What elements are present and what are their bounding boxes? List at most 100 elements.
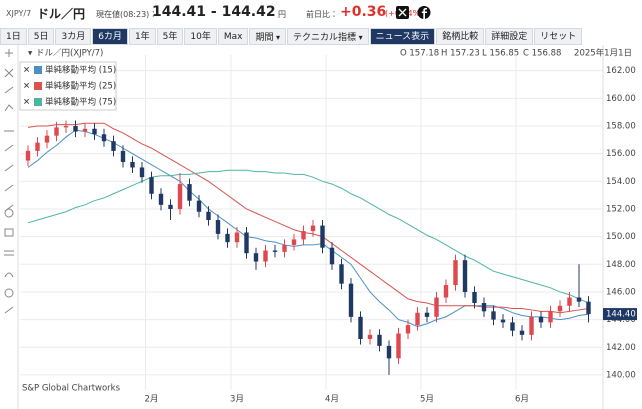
legend-label: 単純移動平均 (75) bbox=[45, 97, 116, 108]
candle-body bbox=[481, 303, 487, 312]
candle-body bbox=[519, 330, 525, 335]
y-tick-label: 152.00 bbox=[606, 204, 636, 214]
candle-body bbox=[491, 311, 496, 320]
y-tick-label: 144.00 bbox=[606, 315, 636, 325]
ohlc-value: L 156.85 bbox=[482, 49, 519, 59]
legend-remove: ✕ bbox=[23, 66, 30, 76]
price: 144.41 - 144.42 bbox=[152, 4, 276, 20]
candle-body bbox=[405, 325, 411, 334]
code: XJPY/7 bbox=[6, 9, 32, 18]
candle-body bbox=[215, 220, 221, 234]
ohlc-value: C 156.88 bbox=[523, 49, 561, 59]
y-tick-label: 146.00 bbox=[606, 287, 636, 297]
ohlc-value: O 157.18 bbox=[400, 49, 439, 59]
legend-swatch bbox=[34, 98, 42, 106]
toolbar-button[interactable]: 詳細設定 bbox=[485, 28, 534, 45]
toolbar-button[interactable]: ニュース表示 bbox=[369, 28, 436, 45]
candle-body bbox=[168, 204, 173, 209]
moving-average bbox=[27, 122, 589, 314]
legend-label: 単純移動平均 (15) bbox=[45, 65, 116, 76]
candle-body bbox=[187, 184, 192, 201]
unit: 円 bbox=[278, 10, 286, 19]
y-tick-label: 148.00 bbox=[606, 260, 636, 270]
credit: S&P Global Chartworks bbox=[22, 384, 121, 394]
candle-body bbox=[310, 225, 316, 232]
candle-body bbox=[282, 244, 287, 252]
candle-body bbox=[500, 319, 506, 323]
y-tick-label: 160.00 bbox=[606, 94, 636, 104]
y-tick-label: 156.00 bbox=[606, 149, 636, 159]
candle-body bbox=[424, 312, 430, 317]
legend-swatch bbox=[34, 66, 42, 74]
toolbar-button[interactable]: リセット bbox=[534, 28, 583, 45]
change: +0.36 bbox=[340, 4, 387, 20]
candle-body bbox=[196, 200, 202, 212]
toolbar-button[interactable]: 5年 bbox=[156, 28, 184, 45]
candle-body bbox=[320, 225, 325, 248]
x-tick-label: 4月 bbox=[325, 395, 339, 405]
toolbar-button[interactable]: 銘柄比較 bbox=[436, 28, 485, 45]
name: ドル／円 bbox=[37, 7, 86, 21]
moving-average bbox=[27, 169, 589, 304]
toolbar-button[interactable]: 3カ月 bbox=[55, 28, 92, 45]
candle-body bbox=[510, 322, 515, 331]
candle-body bbox=[253, 253, 259, 262]
candle-body bbox=[576, 297, 582, 302]
share-icons[interactable] bbox=[396, 6, 432, 20]
candle-body bbox=[263, 250, 268, 262]
candle-body bbox=[35, 142, 40, 151]
candle-body bbox=[101, 134, 107, 142]
candle-body bbox=[434, 297, 439, 317]
drawing-tools[interactable] bbox=[4, 49, 14, 314]
candle-body bbox=[225, 233, 230, 243]
candle-body bbox=[367, 334, 373, 339]
candle-body bbox=[63, 126, 69, 128]
candle-body bbox=[234, 232, 240, 243]
toolbar-button[interactable]: 5日 bbox=[27, 28, 55, 45]
legend-remove: ✕ bbox=[23, 98, 30, 108]
legend: ✕ 単純移動平均 (15) ✕ 単純移動平均 (25) ✕ 単純移動平均 (75) bbox=[19, 61, 117, 111]
candle-body bbox=[329, 247, 335, 265]
candle-body bbox=[415, 312, 420, 326]
candle-body bbox=[453, 260, 458, 286]
legend-swatch bbox=[34, 82, 42, 90]
candle-body bbox=[586, 301, 591, 315]
candle-body bbox=[386, 345, 392, 359]
candle-body bbox=[358, 316, 363, 339]
y-tick-label: 158.00 bbox=[606, 122, 636, 132]
candle-body bbox=[25, 150, 31, 161]
toolbar-button[interactable]: Max bbox=[217, 28, 249, 45]
candle-body bbox=[529, 316, 534, 335]
symbol: ドル／円(XJPY/7) bbox=[36, 49, 103, 59]
toolbar-button[interactable]: テクニカル指標 bbox=[287, 28, 369, 45]
date: 2025年1月1日 bbox=[574, 48, 632, 59]
candle-body bbox=[567, 297, 572, 306]
toolbar-button[interactable]: 1年 bbox=[128, 28, 156, 45]
candle-body bbox=[206, 211, 211, 221]
last-price-box bbox=[603, 308, 637, 321]
toolbar-button[interactable]: 1日 bbox=[0, 28, 27, 45]
candle-body bbox=[111, 141, 116, 151]
toolbar-button[interactable]: 期間 bbox=[249, 28, 287, 45]
x-glyph bbox=[398, 8, 407, 17]
candle-body bbox=[177, 184, 183, 209]
moving-average bbox=[27, 129, 589, 328]
toolbar: 1日5日3カ月6カ月1年5年10年Max期間テクニカル指標ニュース表示銘柄比較詳… bbox=[0, 28, 583, 45]
y-tick-label: 150.00 bbox=[606, 232, 636, 242]
chart: ▾ ドル／円(XJPY/7) O 157.18 H 157.23 L 156.85 C … bbox=[0, 45, 642, 409]
toolbar-button[interactable]: 10年 bbox=[184, 28, 217, 45]
candle-body bbox=[557, 305, 563, 312]
y-tick-label: 162.00 bbox=[606, 66, 636, 76]
symbol-caret[interactable]: ▾ bbox=[28, 49, 33, 59]
y-tick-label: 154.00 bbox=[606, 177, 636, 187]
legend-label: 単純移動平均 (25) bbox=[45, 81, 116, 92]
x-tick-label: 6月 bbox=[515, 395, 529, 405]
change-label: 前日比： bbox=[306, 10, 338, 19]
candle-body bbox=[54, 127, 59, 136]
candle-body bbox=[73, 126, 78, 132]
candle-body bbox=[244, 232, 249, 254]
y-tick-label: 140.00 bbox=[606, 370, 636, 380]
candle-body bbox=[82, 128, 88, 132]
toolbar-button[interactable]: 6カ月 bbox=[92, 28, 128, 45]
x-tick-label: 3月 bbox=[230, 395, 244, 405]
